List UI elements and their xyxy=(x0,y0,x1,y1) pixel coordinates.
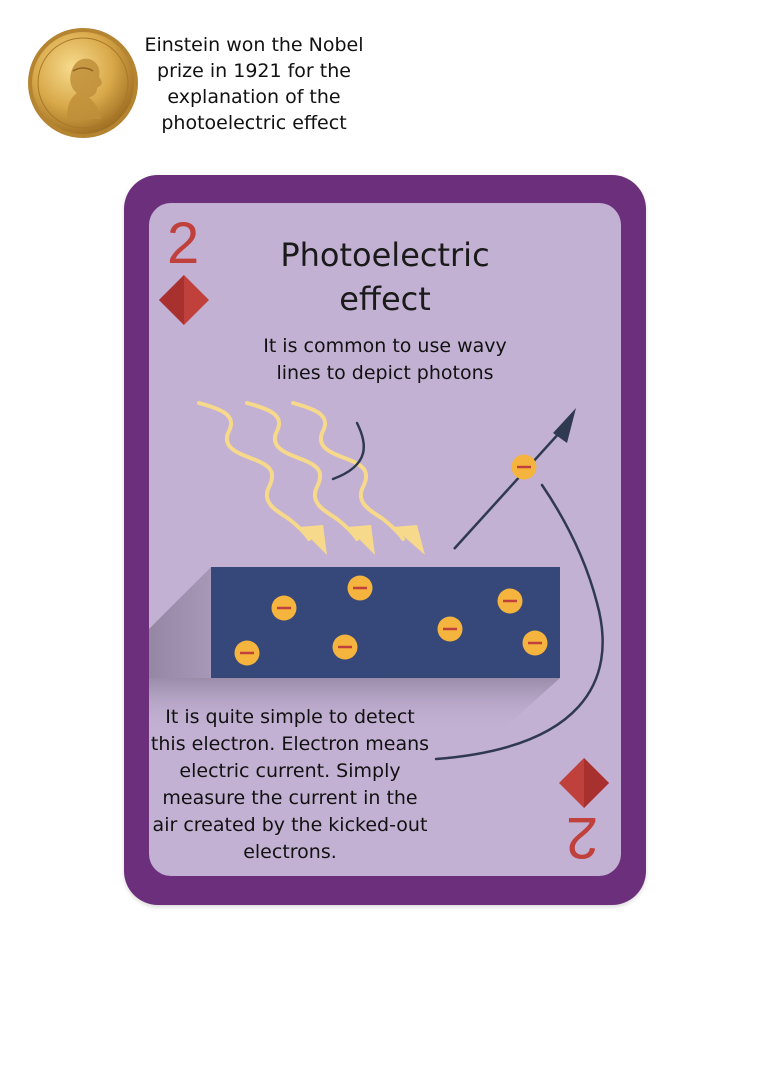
photon-pointer xyxy=(331,421,366,481)
photon-note: It is common to use wavy lines to depict… xyxy=(263,335,507,384)
metal-floor-shadow xyxy=(149,678,560,733)
photon-arrowhead xyxy=(347,525,375,555)
electron xyxy=(347,575,373,601)
nobel-medal-icon xyxy=(28,28,138,138)
photon-wave xyxy=(291,401,405,541)
electron-trajectory xyxy=(453,430,562,550)
detection-note: It is quite simple to detect this electr… xyxy=(150,706,430,863)
electron xyxy=(234,640,260,666)
photon-waves xyxy=(197,401,405,541)
electron xyxy=(271,595,297,621)
photon-arrowhead xyxy=(393,525,425,555)
electrons xyxy=(234,454,548,666)
card-rank-top: 2 xyxy=(167,211,200,276)
electron xyxy=(497,588,523,614)
card-title: Photoelectric effect xyxy=(280,236,490,318)
photoelectric-diagram xyxy=(149,401,604,761)
photon-arrowheads xyxy=(299,525,425,555)
playing-card: 2 Photoelectric effect It is common to u… xyxy=(124,175,646,905)
photon-wave xyxy=(245,401,359,541)
photon-arrowhead xyxy=(299,525,327,555)
photon-wave xyxy=(197,401,311,541)
metal-shadow xyxy=(149,567,211,678)
detect-pointer xyxy=(434,483,604,761)
electron xyxy=(437,616,463,642)
diamond-icon xyxy=(159,275,209,325)
diamond-icon xyxy=(559,758,609,808)
card-rank-bottom: 2 xyxy=(565,805,598,870)
electron-ejected xyxy=(511,454,537,480)
electron xyxy=(522,630,548,656)
electron xyxy=(332,634,358,660)
card-face: 2 Photoelectric effect It is common to u… xyxy=(149,203,621,876)
metal-plate xyxy=(211,567,560,678)
trajectory-arrowhead xyxy=(553,408,576,443)
nobel-caption: Einstein won the Nobel prize in 1921 for… xyxy=(144,34,364,134)
